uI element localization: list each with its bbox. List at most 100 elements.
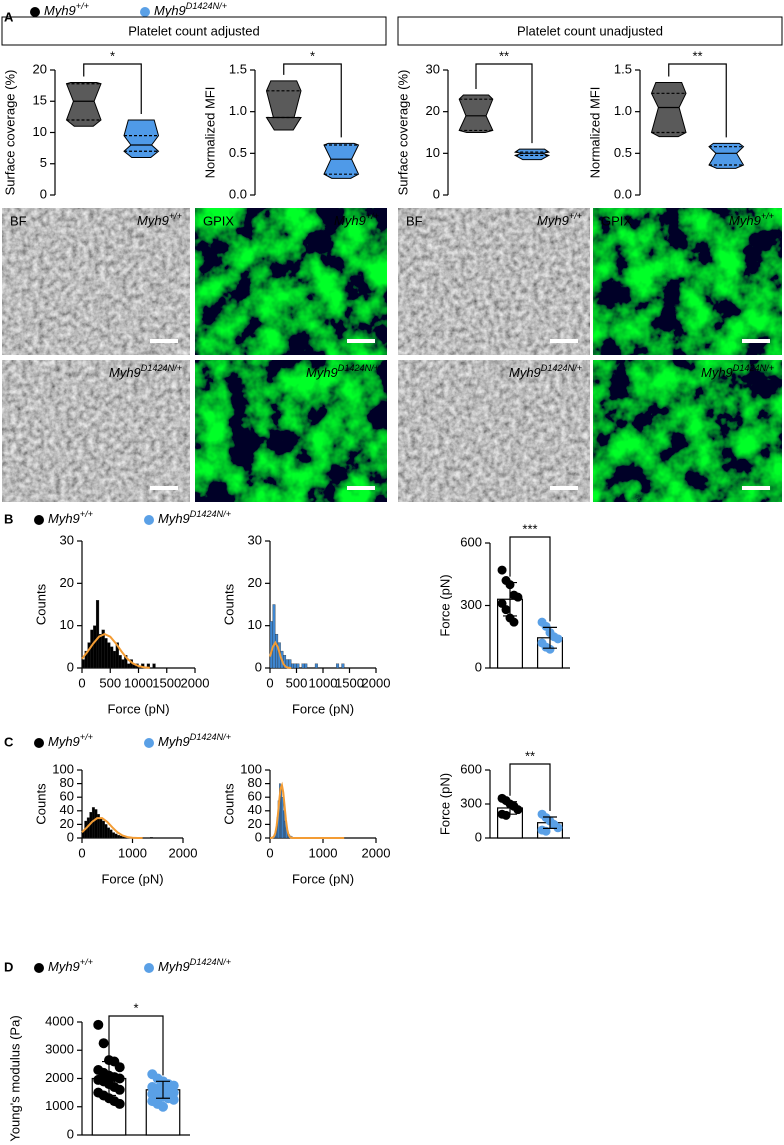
genotype-sup: D1424N/+	[186, 1, 227, 11]
genotype-name: Myh9	[48, 734, 80, 749]
significance-label: *	[310, 48, 315, 63]
channel-label: BF	[406, 213, 423, 228]
data-point	[513, 805, 523, 815]
genotype-label: Myh9D1424N/+	[109, 363, 182, 380]
histogram-bar	[107, 642, 111, 669]
micrograph	[195, 208, 387, 355]
x-axis-label: Force (pN)	[101, 871, 163, 886]
significance-bracket	[475, 63, 533, 144]
y-axis-label: Counts	[221, 783, 236, 825]
histogram-bar	[81, 659, 85, 669]
genotype-label: Myh9+/+	[48, 509, 93, 526]
y-tick-label: 60	[60, 789, 74, 804]
y-axis-label: Force (pN)	[437, 773, 452, 835]
y-tick-label: 0	[67, 829, 74, 844]
genotype-label: Myh9D1424N/+	[306, 363, 379, 380]
legend-marker	[34, 738, 44, 748]
genotype-name: Myh9	[509, 365, 541, 380]
genotype-name: Myh9	[48, 511, 80, 526]
data-point	[513, 592, 523, 602]
data-point	[114, 1098, 125, 1109]
genotype-label: Myh9D1424N/+	[158, 509, 231, 526]
y-tick-label: 2000	[45, 1070, 74, 1085]
legend-marker	[144, 738, 154, 748]
genotype-sup: +/+	[76, 1, 89, 11]
histogram-bar	[296, 663, 300, 669]
histogram-bar	[283, 810, 285, 839]
significance-bracket	[83, 63, 142, 114]
x-tick-label: 1000	[124, 675, 153, 690]
genotype-sup: +/+	[366, 211, 379, 221]
data-point	[93, 1019, 104, 1030]
histogram-bar	[314, 663, 318, 669]
x-tick-label: 0	[78, 675, 85, 690]
genotype-name: Myh9	[729, 213, 761, 228]
significance-label: **	[525, 748, 535, 763]
histogram-bar	[341, 663, 345, 669]
y-tick-label: 20	[248, 816, 262, 831]
significance-bracket	[283, 63, 342, 138]
histogram-bar	[94, 809, 98, 839]
data-point	[553, 823, 563, 833]
histogram-bar	[291, 663, 295, 669]
micrograph	[398, 360, 590, 502]
histogram-bar	[288, 659, 292, 669]
y-tick-label: 30	[426, 61, 440, 76]
genotype-label: Myh9D1424N/+	[158, 732, 231, 749]
error-bar	[156, 1080, 170, 1099]
genotype-name: Myh9	[158, 734, 190, 749]
histogram-bar	[301, 663, 305, 669]
histogram-bar	[104, 638, 108, 669]
y-axis-label: Normalized MFI	[202, 87, 217, 179]
y-axis-label: Normalized MFI	[587, 87, 602, 179]
data-point	[114, 1062, 125, 1073]
y-tick-label: 100	[240, 761, 262, 776]
histogram-bar	[117, 835, 121, 839]
micrograph	[195, 360, 387, 502]
significance-bracket	[509, 763, 551, 812]
y-tick-label: 0.0	[614, 186, 632, 201]
y-tick-label: 1.0	[229, 103, 247, 118]
data-point	[158, 1101, 168, 1112]
error-bar	[102, 1060, 116, 1097]
section-title: Platelet count unadjusted	[517, 23, 663, 38]
y-tick-label: 60	[248, 789, 262, 804]
genotype-sup: +/+	[80, 509, 93, 519]
histogram-bar	[152, 663, 156, 669]
y-tick-label: 1000	[45, 1098, 74, 1113]
x-tick-label: 0	[266, 675, 273, 690]
histogram-bar	[102, 820, 105, 839]
micrograph	[2, 208, 190, 355]
histogram-bar	[99, 817, 103, 839]
y-tick-label: 3000	[45, 1042, 74, 1057]
panel-letter: B	[4, 511, 13, 526]
section-box	[1, 16, 387, 46]
violin-body	[123, 119, 160, 158]
genotype-name: Myh9	[701, 365, 733, 380]
micrograph	[398, 208, 590, 355]
error-bar	[543, 816, 557, 829]
genotype-label: Myh9+/+	[537, 211, 582, 228]
genotype-label: Myh9+/+	[334, 211, 379, 228]
significance-bracket	[509, 536, 551, 622]
data-point	[509, 617, 519, 627]
panel-letter: C	[4, 734, 14, 749]
legend-marker	[34, 515, 44, 525]
significance-label: *	[110, 48, 115, 63]
legend-marker	[144, 963, 154, 973]
data-point	[497, 565, 507, 575]
x-tick-label: 1500	[152, 675, 181, 690]
y-tick-label: 0	[40, 186, 47, 201]
x-axis-label: Force (pN)	[292, 871, 354, 886]
histogram-bar	[127, 663, 131, 669]
y-tick-label: 0	[255, 659, 262, 674]
y-tick-label: 0.0	[229, 186, 247, 201]
section-title: Platelet count adjusted	[128, 23, 260, 38]
y-tick-label: 100	[52, 761, 74, 776]
histogram-bar	[121, 659, 125, 669]
y-tick-label: 15	[33, 93, 47, 108]
legend-marker	[34, 963, 44, 973]
histogram-bar	[110, 646, 114, 669]
y-tick-label: 40	[248, 802, 262, 817]
y-axis-label: Surface coverage (%)	[2, 70, 17, 196]
